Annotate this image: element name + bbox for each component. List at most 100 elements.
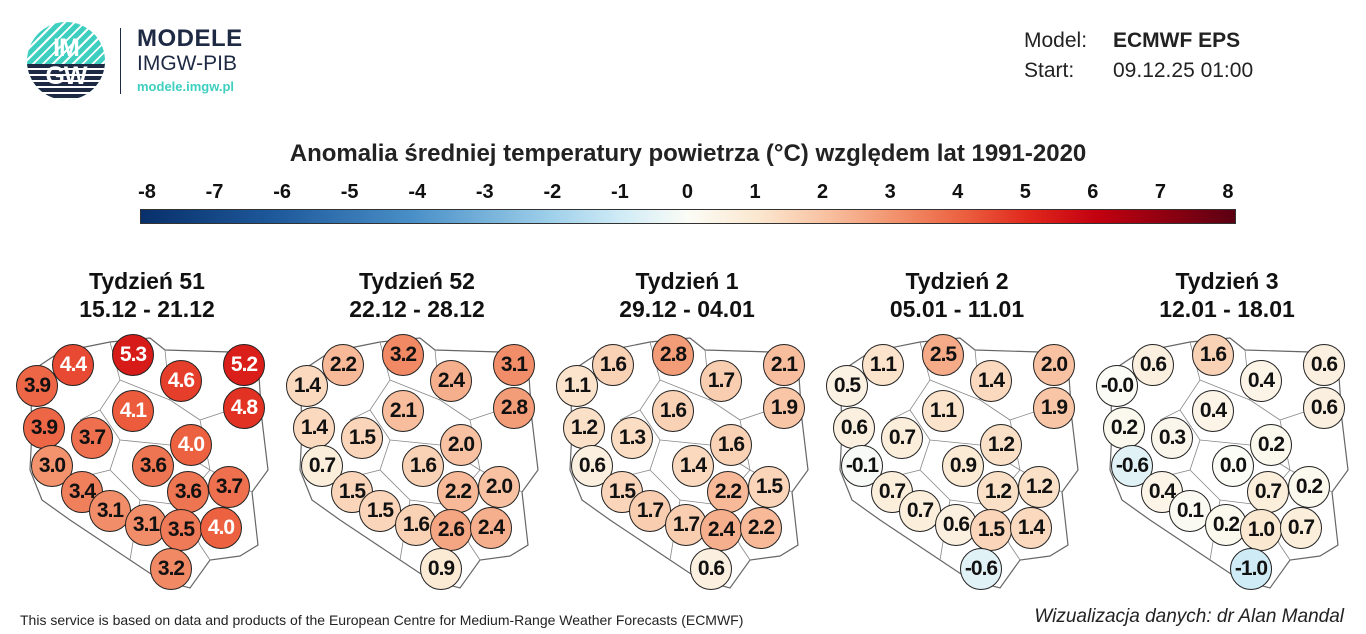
week-title: Tydzień 1 bbox=[635, 268, 739, 294]
anomaly-value: 2.5 bbox=[922, 334, 964, 376]
logo-text-bottom: GW bbox=[45, 62, 87, 90]
colorbar-tick-label: 3 bbox=[884, 181, 896, 203]
brand-url[interactable]: modele.imgw.pl bbox=[137, 79, 235, 94]
ecmwf-attribution: This service is based on data and produc… bbox=[20, 612, 744, 628]
anomaly-value: 1.2 bbox=[980, 424, 1022, 466]
anomaly-value: 1.5 bbox=[970, 509, 1012, 551]
week-title: Tydzień 51 bbox=[89, 268, 205, 294]
colorbar-tick-label: -7 bbox=[205, 181, 224, 203]
colorbar bbox=[140, 209, 1236, 224]
week-dates: 12.01 - 18.01 bbox=[1159, 296, 1295, 322]
anomaly-value: 2.0 bbox=[440, 424, 482, 466]
anomaly-value: 3.7 bbox=[71, 417, 113, 459]
anomaly-value: 1.5 bbox=[748, 466, 790, 508]
anomaly-value: 4.0 bbox=[170, 424, 212, 466]
anomaly-value: 1.6 bbox=[592, 344, 634, 386]
anomaly-value: 0.7 bbox=[1280, 507, 1322, 549]
anomaly-value: 0.1 bbox=[1169, 490, 1211, 532]
visualization-credit: Wizualizacja danych: dr Alan Mandal bbox=[1034, 606, 1344, 627]
anomaly-value: 1.6 bbox=[402, 445, 444, 487]
week-title: Tydzień 2 bbox=[905, 268, 1009, 294]
anomaly-value: 1.4 bbox=[970, 360, 1012, 402]
colorbar-tick-label: -1 bbox=[611, 181, 629, 203]
anomaly-value: 1.4 bbox=[1010, 507, 1052, 549]
anomaly-value: 1.9 bbox=[763, 387, 805, 429]
anomaly-value: 0.9 bbox=[420, 548, 462, 590]
model-label: Model: bbox=[1024, 29, 1088, 52]
colorbar-tick-label: -4 bbox=[408, 181, 427, 203]
anomaly-value: 1.6 bbox=[710, 424, 752, 466]
week-dates: 22.12 - 28.12 bbox=[349, 296, 485, 322]
anomaly-value: 0.7 bbox=[1247, 471, 1289, 513]
week-dates: 15.12 - 21.12 bbox=[79, 296, 215, 322]
anomaly-value: 0.5 bbox=[826, 365, 868, 407]
imgw-logo: IM GW bbox=[27, 22, 105, 100]
anomaly-value: 1.5 bbox=[359, 490, 401, 532]
anomaly-value: 1.2 bbox=[563, 407, 605, 449]
anomaly-value: 2.0 bbox=[478, 466, 520, 508]
start-label: Start: bbox=[1024, 59, 1075, 82]
anomaly-value: 3.6 bbox=[132, 445, 174, 487]
anomaly-value: 1.1 bbox=[862, 344, 904, 386]
anomaly-value: 1.3 bbox=[611, 417, 653, 459]
anomaly-value: 2.6 bbox=[430, 509, 472, 551]
anomaly-value: 5.3 bbox=[112, 334, 154, 376]
anomaly-value: -1.0 bbox=[1230, 548, 1272, 590]
anomaly-value: 2.1 bbox=[382, 390, 424, 432]
anomaly-value: 2.4 bbox=[700, 509, 742, 551]
start-value: 09.12.25 01:00 bbox=[1113, 59, 1254, 82]
anomaly-value: 3.6 bbox=[167, 471, 209, 513]
anomaly-value: 3.2 bbox=[382, 334, 424, 376]
anomaly-value: 2.1 bbox=[763, 344, 805, 386]
model-value: ECMWF EPS bbox=[1113, 29, 1241, 52]
anomaly-value: 1.4 bbox=[672, 445, 714, 487]
anomaly-value: 1.6 bbox=[652, 390, 694, 432]
anomaly-value: 3.5 bbox=[160, 509, 202, 551]
anomaly-value: 1.0 bbox=[1240, 509, 1282, 551]
anomaly-value: 1.6 bbox=[1192, 334, 1234, 376]
anomaly-value: 1.1 bbox=[556, 365, 598, 407]
colorbar-tick-label: 5 bbox=[1019, 181, 1031, 203]
anomaly-value: 1.6 bbox=[395, 504, 437, 546]
week-dates: 05.01 - 11.01 bbox=[889, 296, 1025, 322]
anomaly-value: 3.0 bbox=[31, 445, 73, 487]
colorbar-tick-label: -5 bbox=[340, 181, 359, 203]
anomaly-value: 0.3 bbox=[1151, 417, 1193, 459]
anomaly-value: 2.2 bbox=[740, 507, 782, 549]
logo-text-top: IM bbox=[53, 34, 80, 62]
colorbar-tick-label: 0 bbox=[681, 181, 694, 203]
week-title: Tydzień 3 bbox=[1175, 268, 1279, 294]
anomaly-value: 2.2 bbox=[322, 344, 364, 386]
anomaly-value: 2.2 bbox=[707, 471, 749, 513]
anomaly-value: 0.4 bbox=[1141, 471, 1183, 513]
anomaly-value: 1.7 bbox=[629, 490, 671, 532]
anomaly-value: 1.9 bbox=[1033, 387, 1075, 429]
anomaly-value: 1.2 bbox=[977, 471, 1019, 513]
colorbar-tick-label: -3 bbox=[475, 181, 494, 203]
anomaly-value: 0.2 bbox=[1250, 424, 1292, 466]
anomaly-value: 2.4 bbox=[470, 507, 512, 549]
colorbar-tick-label: 1 bbox=[749, 181, 761, 203]
anomaly-value: 3.9 bbox=[16, 365, 58, 407]
colorbar-tick-label: -2 bbox=[543, 181, 562, 203]
colorbar-tick-label: -8 bbox=[138, 181, 156, 203]
anomaly-value: 2.0 bbox=[1033, 344, 1075, 386]
anomaly-value: 4.4 bbox=[52, 344, 94, 386]
anomaly-value: 2.8 bbox=[493, 387, 535, 429]
anomaly-value: 0.6 bbox=[1132, 344, 1174, 386]
colorbar-tick-label: -6 bbox=[273, 181, 291, 203]
anomaly-value: 0.2 bbox=[1288, 466, 1330, 508]
anomaly-value: 1.4 bbox=[286, 365, 328, 407]
anomaly-value: 0.6 bbox=[833, 407, 875, 449]
anomaly-value: 0.7 bbox=[899, 490, 941, 532]
colorbar-tick-label: 6 bbox=[1087, 181, 1099, 203]
anomaly-value: 4.8 bbox=[223, 387, 265, 429]
anomaly-value: 0.2 bbox=[1103, 407, 1145, 449]
colorbar-tick-label: 7 bbox=[1154, 181, 1166, 203]
week-title: Tydzień 52 bbox=[359, 268, 475, 294]
anomaly-value: 3.7 bbox=[208, 466, 250, 508]
anomaly-value: 1.1 bbox=[922, 390, 964, 432]
map-title: Anomalia średniej temperatury powietrza … bbox=[289, 140, 1087, 167]
anomaly-value: 0.9 bbox=[942, 445, 984, 487]
anomaly-value: 0.6 bbox=[1303, 344, 1345, 386]
